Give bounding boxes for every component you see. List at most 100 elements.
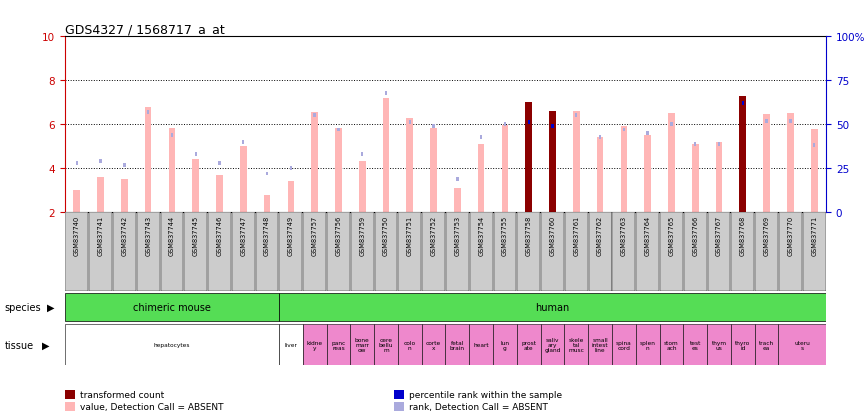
- FancyBboxPatch shape: [375, 213, 397, 291]
- Bar: [480, 135, 483, 139]
- Bar: [337, 128, 340, 132]
- FancyBboxPatch shape: [517, 324, 541, 366]
- Text: saliv
ary
gland: saliv ary gland: [544, 337, 561, 352]
- FancyBboxPatch shape: [708, 324, 731, 366]
- Bar: [502, 126, 509, 213]
- Text: corte
x: corte x: [426, 340, 441, 350]
- FancyBboxPatch shape: [279, 213, 302, 291]
- Bar: [718, 142, 721, 146]
- Bar: [575, 114, 578, 118]
- Bar: [266, 172, 268, 176]
- Bar: [813, 144, 816, 148]
- Text: spina
cord: spina cord: [616, 340, 631, 350]
- Text: GSM837749: GSM837749: [288, 215, 294, 255]
- Text: GDS4327 / 1568717_a_at: GDS4327 / 1568717_a_at: [65, 23, 225, 36]
- FancyBboxPatch shape: [351, 213, 374, 291]
- Bar: [454, 189, 461, 213]
- Text: GSM837765: GSM837765: [669, 215, 675, 255]
- Text: lun
g: lun g: [501, 340, 509, 350]
- FancyBboxPatch shape: [588, 324, 612, 366]
- Bar: [740, 96, 746, 213]
- FancyBboxPatch shape: [398, 324, 422, 366]
- FancyBboxPatch shape: [541, 324, 564, 366]
- Bar: [620, 127, 627, 213]
- Text: trach
ea: trach ea: [759, 340, 774, 350]
- Bar: [97, 178, 104, 213]
- Text: cere
bellu
m: cere bellu m: [379, 337, 394, 352]
- Bar: [766, 119, 768, 123]
- FancyBboxPatch shape: [732, 213, 754, 291]
- Bar: [789, 119, 791, 123]
- Text: GSM837763: GSM837763: [621, 215, 627, 255]
- Bar: [99, 160, 102, 164]
- FancyBboxPatch shape: [279, 324, 303, 366]
- Bar: [144, 107, 151, 213]
- Bar: [242, 140, 245, 145]
- Text: GSM837741: GSM837741: [98, 215, 104, 255]
- Text: GSM837743: GSM837743: [145, 215, 151, 255]
- FancyBboxPatch shape: [256, 213, 279, 291]
- Bar: [763, 115, 770, 213]
- Text: skele
tal
musc: skele tal musc: [568, 337, 584, 352]
- FancyBboxPatch shape: [612, 213, 635, 291]
- Bar: [385, 91, 388, 95]
- FancyBboxPatch shape: [565, 213, 587, 291]
- Text: species: species: [4, 302, 41, 313]
- FancyBboxPatch shape: [684, 213, 707, 291]
- FancyBboxPatch shape: [612, 324, 636, 366]
- Text: hepatocytes: hepatocytes: [154, 342, 190, 347]
- Text: thym
us: thym us: [712, 340, 727, 350]
- FancyBboxPatch shape: [113, 213, 136, 291]
- Text: small
intest
line: small intest line: [592, 337, 608, 352]
- FancyBboxPatch shape: [731, 324, 754, 366]
- Bar: [715, 142, 722, 213]
- FancyBboxPatch shape: [755, 213, 778, 291]
- FancyBboxPatch shape: [65, 324, 279, 366]
- FancyBboxPatch shape: [89, 213, 112, 291]
- FancyBboxPatch shape: [422, 324, 445, 366]
- Text: GSM837740: GSM837740: [74, 215, 80, 255]
- Text: GSM837753: GSM837753: [454, 215, 460, 255]
- FancyBboxPatch shape: [375, 324, 398, 366]
- Bar: [599, 135, 601, 139]
- FancyBboxPatch shape: [161, 213, 183, 291]
- Text: colo
n: colo n: [404, 340, 416, 350]
- FancyBboxPatch shape: [659, 324, 683, 366]
- FancyBboxPatch shape: [469, 324, 493, 366]
- Text: GSM837759: GSM837759: [359, 215, 365, 255]
- Text: ▶: ▶: [42, 340, 49, 350]
- Bar: [74, 191, 80, 213]
- Bar: [287, 182, 294, 213]
- Text: GSM837760: GSM837760: [549, 215, 555, 255]
- FancyBboxPatch shape: [541, 213, 564, 291]
- Text: GSM837752: GSM837752: [431, 215, 437, 255]
- Bar: [218, 161, 221, 166]
- Text: GSM837755: GSM837755: [502, 215, 508, 255]
- Bar: [123, 163, 125, 167]
- Text: GSM837751: GSM837751: [407, 215, 413, 255]
- FancyBboxPatch shape: [493, 324, 517, 366]
- FancyBboxPatch shape: [589, 213, 612, 291]
- Bar: [430, 128, 437, 213]
- Text: GSM837742: GSM837742: [121, 215, 127, 255]
- Text: GSM837748: GSM837748: [264, 215, 270, 255]
- Bar: [741, 102, 744, 106]
- FancyBboxPatch shape: [778, 324, 826, 366]
- Bar: [170, 133, 173, 138]
- Text: GSM837747: GSM837747: [240, 215, 247, 255]
- Text: GSM837764: GSM837764: [644, 215, 650, 255]
- Bar: [573, 112, 580, 213]
- FancyBboxPatch shape: [65, 294, 279, 321]
- Text: GSM837768: GSM837768: [740, 215, 746, 255]
- FancyBboxPatch shape: [304, 213, 326, 291]
- Text: uteru
s: uteru s: [794, 340, 811, 350]
- Bar: [147, 111, 150, 115]
- Bar: [694, 142, 696, 146]
- Bar: [407, 119, 413, 213]
- Text: GSM837767: GSM837767: [716, 215, 722, 255]
- Text: GSM837758: GSM837758: [526, 215, 532, 255]
- Text: human: human: [535, 302, 570, 313]
- Bar: [290, 167, 292, 171]
- Bar: [477, 145, 484, 213]
- FancyBboxPatch shape: [564, 324, 588, 366]
